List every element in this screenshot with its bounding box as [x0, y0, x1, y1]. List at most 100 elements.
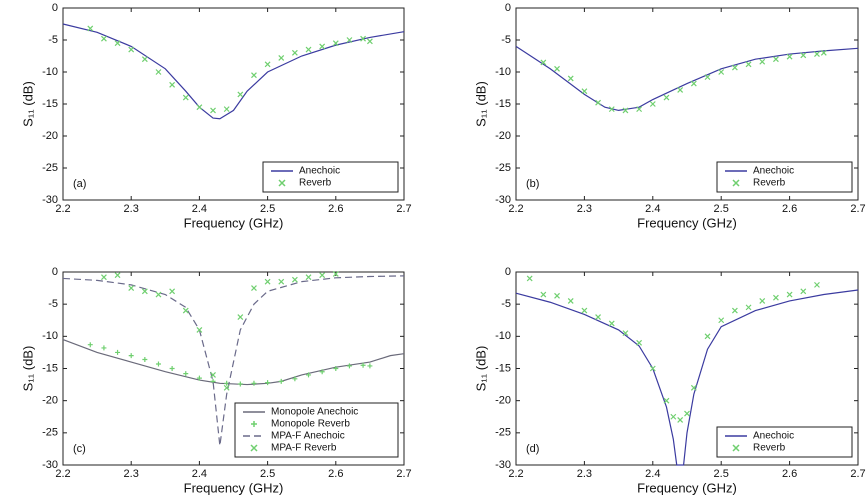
y-tick-label: -25 [42, 162, 58, 174]
x-tick-label: 2.6 [328, 468, 343, 480]
data-marker [663, 94, 670, 101]
data-marker [677, 417, 684, 423]
data-marker [196, 104, 203, 111]
data-marker [731, 64, 738, 71]
data-marker [759, 58, 766, 65]
data-marker [291, 49, 298, 56]
data-marker [251, 380, 257, 386]
y-tick-label: -15 [495, 362, 511, 374]
x-tick-label: 2.5 [714, 203, 729, 215]
legend-label: Anechoic [299, 166, 340, 177]
data-marker [367, 363, 373, 369]
data-marker [155, 361, 161, 367]
y-tick-label: 0 [52, 266, 58, 278]
data-marker [169, 288, 176, 295]
data-marker [183, 371, 189, 377]
data-marker [526, 275, 533, 282]
panel-label: (a) [73, 178, 86, 190]
data-marker [169, 81, 176, 88]
data-line [62, 275, 405, 446]
x-tick-label: 2.7 [850, 203, 865, 215]
data-marker [141, 288, 148, 295]
y-axis-label: S₁₁ (dB) [473, 81, 488, 127]
legend-label: Monopole Anechoic [271, 407, 358, 418]
data-marker [265, 380, 271, 386]
panel-label: (d) [526, 443, 539, 455]
panel-label: (b) [526, 178, 539, 190]
data-marker [567, 75, 574, 82]
y-axis-label: S₁₁ (dB) [473, 346, 488, 392]
data-marker [319, 369, 325, 375]
data-marker [291, 276, 298, 283]
legend-swatch [278, 179, 286, 187]
y-tick-label: -10 [495, 66, 511, 78]
data-marker [772, 56, 779, 63]
y-tick-label: -30 [42, 459, 58, 471]
y-tick-label: -10 [42, 330, 58, 342]
data-marker [210, 107, 216, 114]
legend-box [716, 161, 853, 193]
data-marker [237, 381, 243, 387]
data-marker [366, 38, 373, 45]
data-marker [718, 69, 725, 75]
data-marker [814, 51, 820, 58]
data-marker [745, 61, 752, 68]
y-axis-label: S₁₁ (dB) [20, 81, 35, 127]
data-marker [319, 272, 326, 279]
x-axis-label: Frequency (GHz) [184, 480, 284, 495]
data-marker [115, 349, 121, 355]
data-marker [210, 372, 216, 378]
data-marker [718, 317, 725, 324]
legend-label: Reverb [299, 178, 332, 189]
legend-label: Monopole Reverb [271, 419, 350, 430]
x-tick-label: 2.3 [577, 468, 592, 480]
data-marker [100, 35, 107, 42]
legend-label: Reverb [753, 178, 786, 189]
x-tick-label: 2.7 [850, 468, 865, 480]
data-marker [346, 363, 352, 369]
data-line [62, 338, 405, 386]
data-marker [581, 307, 588, 314]
y-axis-label: S₁₁ (dB) [20, 346, 35, 392]
x-tick-label: 2.3 [577, 203, 592, 215]
legend-label: MPA-F Reverb [271, 443, 337, 454]
y-tick-label: -25 [495, 162, 511, 174]
subplot: 2.2 2.3 2.4 2.5 2.6 2.7 0 -5 -10 -15 -20 -25 -30 Freq… [473, 266, 865, 496]
y-tick-label: -5 [48, 34, 58, 46]
x-tick-label: 2.4 [192, 468, 207, 480]
data-marker [649, 101, 656, 107]
data-marker [567, 298, 574, 304]
y-tick-label: -25 [495, 427, 511, 439]
data-marker [251, 285, 257, 292]
data-marker [196, 326, 203, 333]
data-marker [182, 94, 189, 101]
y-tick-label: -10 [42, 66, 58, 78]
data-marker [333, 366, 339, 371]
data-marker [540, 291, 547, 298]
data-marker [237, 314, 244, 320]
data-marker [690, 80, 697, 87]
data-marker [142, 356, 148, 362]
x-axis-label: Frequency (GHz) [184, 215, 284, 230]
data-marker [759, 298, 766, 304]
data-marker [360, 35, 367, 42]
y-tick-label: 0 [505, 266, 511, 278]
legend-swatch [250, 444, 258, 452]
data-marker [554, 65, 560, 72]
x-tick-label: 2.4 [645, 468, 660, 480]
x-tick-label: 2.3 [124, 203, 139, 215]
data-marker [87, 342, 93, 348]
data-marker [224, 380, 230, 386]
data-marker [292, 376, 298, 382]
data-marker [786, 291, 793, 298]
data-marker [264, 61, 271, 68]
data-marker [581, 88, 588, 95]
y-tick-label: -25 [42, 427, 58, 439]
data-marker [332, 40, 339, 47]
y-tick-label: -5 [501, 298, 511, 310]
data-marker [622, 330, 629, 337]
data-marker [223, 384, 230, 391]
data-marker [141, 56, 148, 63]
data-marker [128, 46, 135, 53]
legend-label: Anechoic [753, 166, 794, 177]
